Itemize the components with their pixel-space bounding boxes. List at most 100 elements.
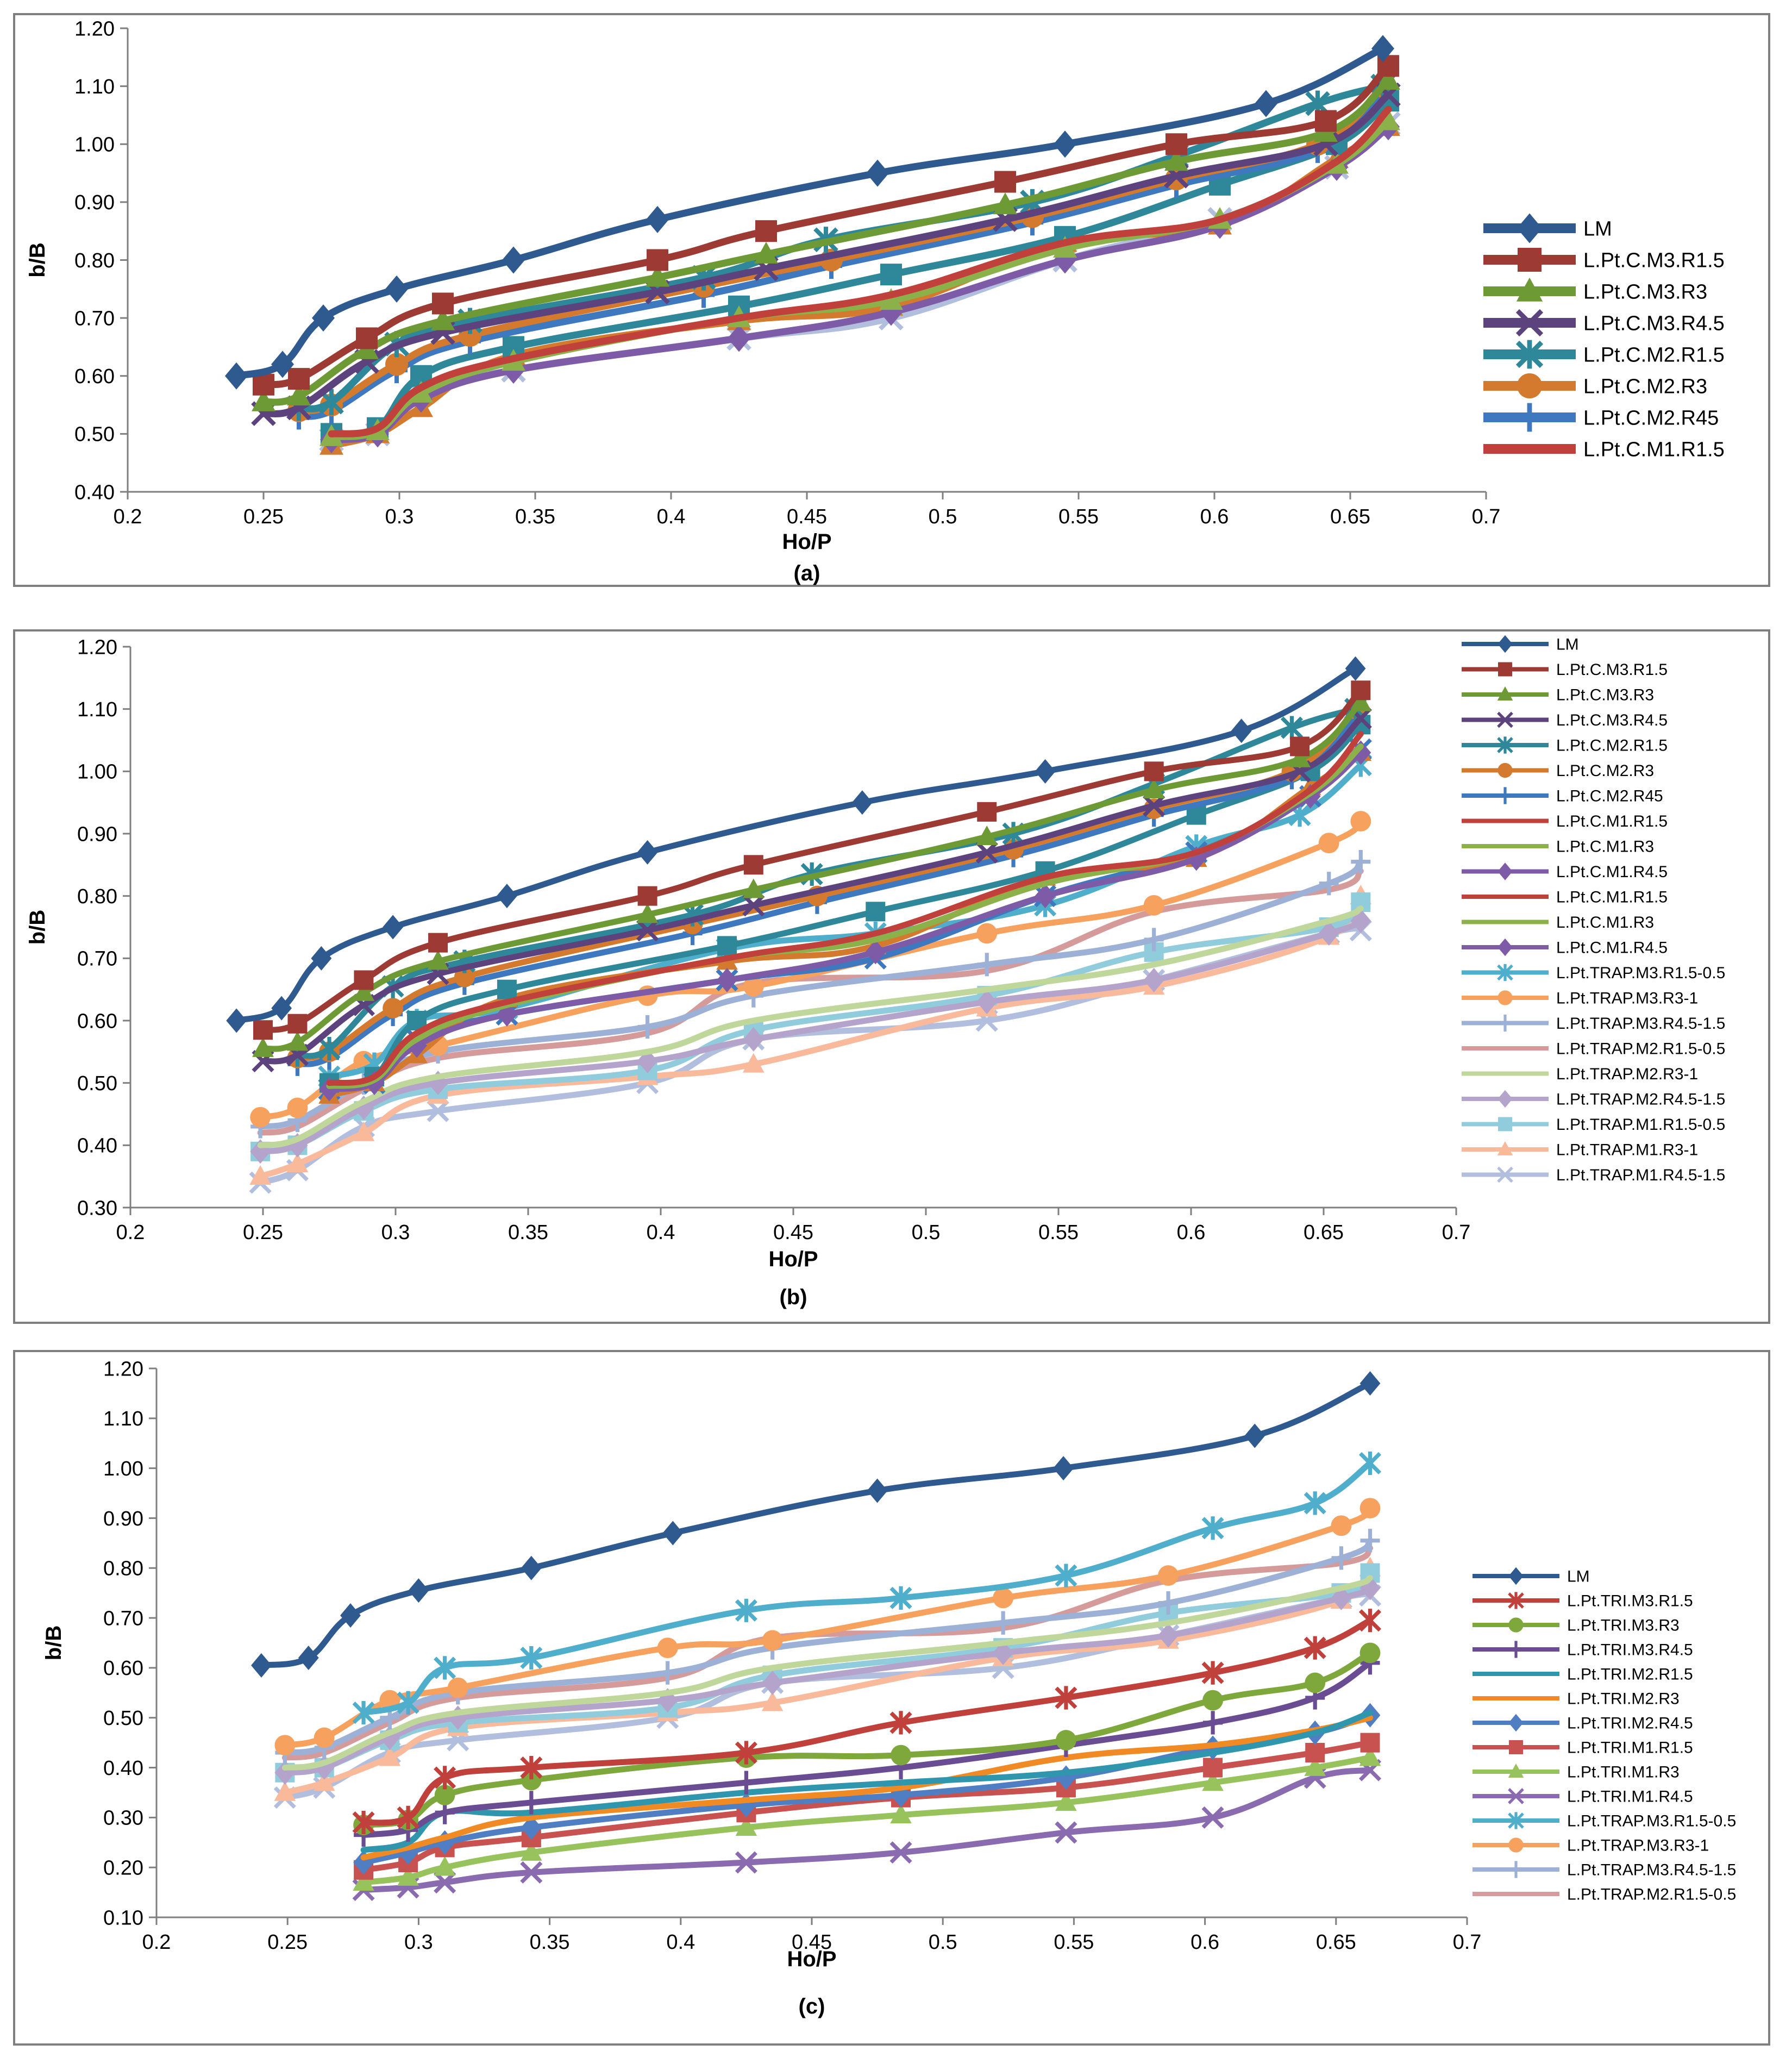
y-tick-label: 0.70 bbox=[77, 948, 117, 971]
data-point bbox=[434, 1766, 456, 1790]
data-point bbox=[1371, 35, 1394, 62]
legend-item: L.Pt.TRI.M3.R4.5 bbox=[1473, 1641, 1693, 1659]
data-point bbox=[657, 1661, 678, 1685]
legend-marker bbox=[1497, 964, 1513, 981]
data-point bbox=[761, 1691, 784, 1711]
data-point bbox=[1201, 1806, 1224, 1829]
legend-label: L.Pt.TRAP.M1.R4.5-1.5 bbox=[1556, 1166, 1725, 1184]
series-l-pt-c-m3-r3 bbox=[252, 691, 1372, 1057]
data-point bbox=[735, 1816, 757, 1836]
data-point bbox=[1144, 928, 1164, 952]
data-point bbox=[274, 1735, 296, 1756]
data-point bbox=[717, 967, 737, 992]
data-point bbox=[1035, 759, 1056, 784]
legend-label: L.Pt.TRI.M1.R1.5 bbox=[1567, 1739, 1693, 1757]
legend-item: L.Pt.TRAP.M1.R4.5-1.5 bbox=[1462, 1166, 1725, 1184]
legend-marker bbox=[1517, 373, 1543, 399]
legend-item: L.Pt.C.M1.R4.5 bbox=[1462, 862, 1668, 881]
x-tick-label: 0.55 bbox=[1038, 1221, 1079, 1244]
data-point bbox=[637, 840, 658, 865]
data-point bbox=[318, 1037, 341, 1061]
data-point bbox=[1053, 1456, 1074, 1481]
data-point bbox=[353, 981, 375, 1001]
series-l-pt-c-m1-r1-5 bbox=[328, 105, 1392, 437]
data-point bbox=[434, 1871, 456, 1894]
legend-marker bbox=[1516, 277, 1543, 302]
data-point bbox=[1231, 718, 1252, 743]
legend-label: LM bbox=[1583, 217, 1612, 240]
x-tick-label: 0.25 bbox=[243, 505, 284, 528]
data-point bbox=[755, 220, 777, 242]
data-point bbox=[383, 915, 404, 940]
legend-marker bbox=[1498, 787, 1512, 804]
legend-label: L.Pt.TRAP.M2.R1.5-0.5 bbox=[1556, 1040, 1725, 1058]
data-point bbox=[1318, 833, 1339, 854]
data-point bbox=[994, 171, 1016, 193]
legend-item: L.Pt.TRI.M2.R1.5 bbox=[1473, 1666, 1693, 1684]
x-axis-label: Ho/P bbox=[768, 1247, 818, 1271]
data-point bbox=[889, 1841, 912, 1864]
legend-label: L.Pt.C.M2.R1.5 bbox=[1556, 737, 1668, 755]
data-point bbox=[1351, 850, 1371, 874]
data-point bbox=[1255, 90, 1277, 117]
data-point bbox=[866, 159, 889, 187]
data-point bbox=[340, 1603, 361, 1628]
legend-item: L.Pt.C.M2.R45 bbox=[1483, 403, 1719, 432]
data-point bbox=[742, 894, 765, 917]
x-tick-label: 0.2 bbox=[116, 1221, 145, 1244]
data-point bbox=[271, 996, 292, 1021]
series-l-pt-trap-m3-r3-1 bbox=[274, 1498, 1381, 1756]
y-tick-label: 1.10 bbox=[103, 1408, 143, 1430]
data-point bbox=[287, 1097, 308, 1118]
data-point bbox=[993, 1640, 1014, 1665]
data-point bbox=[1053, 236, 1077, 258]
data-point bbox=[657, 1637, 678, 1659]
x-tick-label: 0.5 bbox=[929, 1931, 957, 1954]
y-tick-label: 0.40 bbox=[77, 1135, 117, 1158]
data-point bbox=[637, 886, 657, 906]
data-point bbox=[975, 841, 998, 864]
y-axis-label: b/B bbox=[26, 910, 49, 945]
legend-marker bbox=[1508, 1617, 1524, 1633]
data-point bbox=[851, 790, 873, 815]
data-point bbox=[762, 1670, 783, 1695]
legend-item: L.Pt.TRI.M1.R4.5 bbox=[1473, 1788, 1693, 1806]
legend-item: L.Pt.TRAP.M1.R1.5-0.5 bbox=[1462, 1116, 1725, 1134]
x-tick-label: 0.65 bbox=[1330, 505, 1370, 528]
data-point bbox=[1289, 747, 1311, 767]
legend-item: L.Pt.TRAP.M3.R4.5-1.5 bbox=[1462, 1014, 1725, 1033]
x-axis-label: Ho/P bbox=[782, 530, 831, 554]
x-tick-label: 0.3 bbox=[381, 1221, 410, 1244]
data-point bbox=[356, 327, 378, 349]
data-point bbox=[454, 966, 475, 987]
series-l-pt-trap-m2-r3-1 bbox=[257, 905, 1364, 1148]
series-l-pt-trap-m3-r3-1 bbox=[250, 811, 1371, 1128]
legend-label: L.Pt.C.M3.R3 bbox=[1583, 280, 1707, 303]
y-tick-label: 1.00 bbox=[74, 134, 115, 157]
legend-item: L.Pt.C.M3.R3 bbox=[1462, 686, 1654, 704]
legend-item: L.Pt.C.M2.R3 bbox=[1462, 762, 1654, 780]
data-point bbox=[1055, 1564, 1077, 1587]
data-point bbox=[735, 1851, 757, 1874]
legend-marker bbox=[1508, 1837, 1524, 1853]
legend-label: L.Pt.C.M1.R1.5 bbox=[1583, 438, 1725, 461]
legend-marker bbox=[1508, 1592, 1524, 1609]
legend-marker bbox=[1497, 1090, 1513, 1108]
data-point bbox=[252, 1037, 274, 1057]
data-point bbox=[1143, 779, 1165, 799]
data-point bbox=[1202, 1690, 1223, 1711]
data-point bbox=[251, 1653, 272, 1678]
data-point bbox=[1054, 130, 1076, 158]
y-tick-label: 0.60 bbox=[74, 365, 115, 388]
data-point bbox=[287, 384, 311, 406]
legend-item: LM bbox=[1483, 213, 1612, 243]
x-tick-label: 0.45 bbox=[787, 505, 827, 528]
legend-label: L.Pt.TRI.M3.R4.5 bbox=[1567, 1641, 1693, 1659]
x-tick-label: 0.7 bbox=[1472, 505, 1501, 528]
legend-label: L.Pt.TRAP.M3.R3-1 bbox=[1567, 1837, 1709, 1855]
y-tick-label: 0.70 bbox=[103, 1607, 143, 1630]
data-point bbox=[762, 1630, 783, 1651]
data-point bbox=[1244, 1423, 1265, 1448]
data-point bbox=[728, 324, 750, 352]
